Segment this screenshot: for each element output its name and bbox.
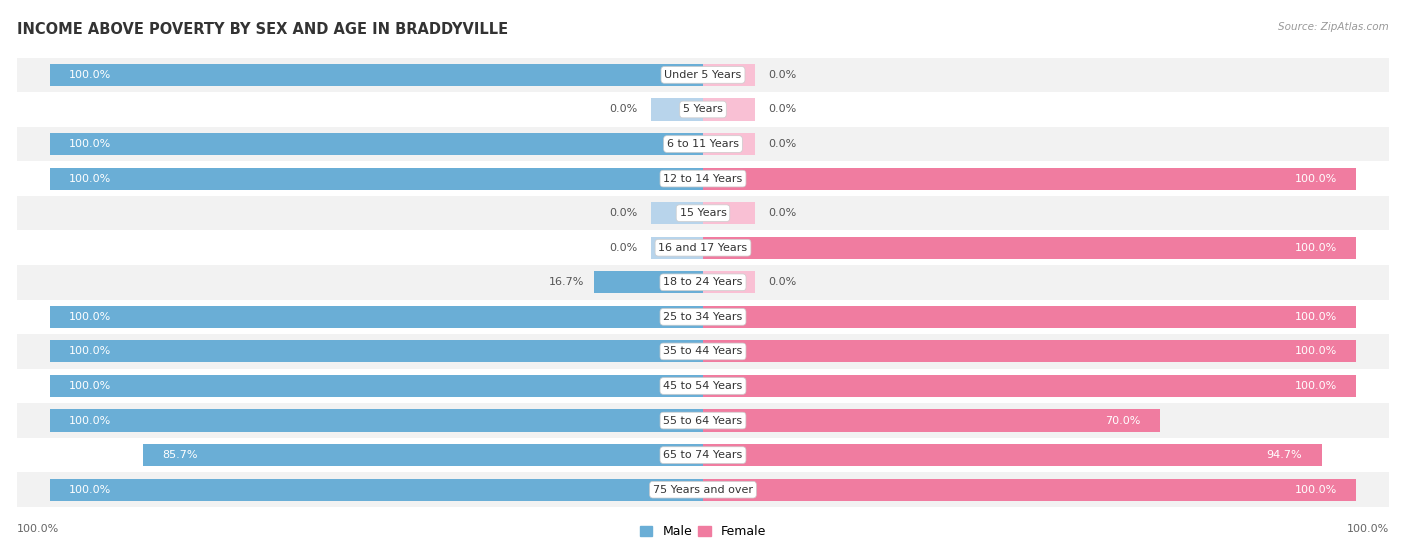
Bar: [651, 202, 703, 224]
Text: 100.0%: 100.0%: [69, 174, 111, 183]
Text: 6 to 11 Years: 6 to 11 Years: [666, 139, 740, 149]
Bar: [49, 375, 703, 397]
Bar: [17, 196, 1389, 230]
Text: 0.0%: 0.0%: [609, 105, 638, 115]
Text: 16.7%: 16.7%: [548, 277, 583, 287]
Text: 12 to 14 Years: 12 to 14 Years: [664, 174, 742, 183]
Bar: [17, 127, 1389, 162]
Bar: [17, 403, 1389, 438]
Text: 75 Years and over: 75 Years and over: [652, 485, 754, 495]
Bar: [17, 369, 1389, 403]
Text: 100.0%: 100.0%: [69, 415, 111, 425]
Bar: [17, 438, 1389, 472]
Text: 100.0%: 100.0%: [69, 381, 111, 391]
Text: Source: ZipAtlas.com: Source: ZipAtlas.com: [1278, 22, 1389, 32]
Bar: [703, 98, 755, 121]
Text: 0.0%: 0.0%: [609, 243, 638, 253]
Bar: [651, 98, 703, 121]
Text: 45 to 54 Years: 45 to 54 Years: [664, 381, 742, 391]
Bar: [49, 133, 703, 155]
Text: 100.0%: 100.0%: [1295, 174, 1337, 183]
Bar: [703, 271, 755, 293]
Bar: [703, 340, 1357, 362]
Text: 65 to 74 Years: 65 to 74 Years: [664, 450, 742, 460]
Bar: [703, 375, 1357, 397]
Bar: [17, 300, 1389, 334]
Bar: [49, 306, 703, 328]
Bar: [49, 410, 703, 432]
Bar: [703, 306, 1357, 328]
Text: 16 and 17 Years: 16 and 17 Years: [658, 243, 748, 253]
Text: Under 5 Years: Under 5 Years: [665, 70, 741, 80]
Legend: Male, Female: Male, Female: [636, 520, 770, 543]
Text: 100.0%: 100.0%: [69, 347, 111, 357]
Bar: [703, 479, 1357, 501]
Bar: [703, 133, 755, 155]
Text: 0.0%: 0.0%: [768, 208, 797, 218]
Text: 100.0%: 100.0%: [1295, 347, 1337, 357]
Text: 70.0%: 70.0%: [1105, 415, 1140, 425]
Text: 18 to 24 Years: 18 to 24 Years: [664, 277, 742, 287]
Bar: [49, 64, 703, 86]
Bar: [17, 265, 1389, 300]
Text: 55 to 64 Years: 55 to 64 Years: [664, 415, 742, 425]
Bar: [17, 472, 1389, 507]
Bar: [17, 230, 1389, 265]
Text: 100.0%: 100.0%: [1295, 381, 1337, 391]
Text: 0.0%: 0.0%: [609, 208, 638, 218]
Bar: [49, 340, 703, 362]
Bar: [703, 168, 1357, 190]
Text: 35 to 44 Years: 35 to 44 Years: [664, 347, 742, 357]
Bar: [49, 168, 703, 190]
Bar: [17, 162, 1389, 196]
Bar: [143, 444, 703, 466]
Bar: [703, 410, 1160, 432]
Bar: [593, 271, 703, 293]
Text: 85.7%: 85.7%: [163, 450, 198, 460]
Bar: [703, 202, 755, 224]
Text: 15 Years: 15 Years: [679, 208, 727, 218]
Text: 100.0%: 100.0%: [1295, 243, 1337, 253]
Text: 100.0%: 100.0%: [1295, 312, 1337, 322]
Text: 100.0%: 100.0%: [69, 312, 111, 322]
Text: 25 to 34 Years: 25 to 34 Years: [664, 312, 742, 322]
Text: 100.0%: 100.0%: [1347, 524, 1389, 534]
Text: 0.0%: 0.0%: [768, 139, 797, 149]
Bar: [49, 479, 703, 501]
Text: 100.0%: 100.0%: [69, 139, 111, 149]
Bar: [17, 334, 1389, 369]
Text: 5 Years: 5 Years: [683, 105, 723, 115]
Text: 94.7%: 94.7%: [1267, 450, 1302, 460]
Bar: [651, 236, 703, 259]
Bar: [17, 58, 1389, 92]
Text: 100.0%: 100.0%: [1295, 485, 1337, 495]
Text: 0.0%: 0.0%: [768, 70, 797, 80]
Bar: [703, 236, 1357, 259]
Text: 0.0%: 0.0%: [768, 105, 797, 115]
Text: INCOME ABOVE POVERTY BY SEX AND AGE IN BRADDYVILLE: INCOME ABOVE POVERTY BY SEX AND AGE IN B…: [17, 22, 508, 37]
Text: 0.0%: 0.0%: [768, 277, 797, 287]
Bar: [17, 92, 1389, 127]
Text: 100.0%: 100.0%: [17, 524, 59, 534]
Text: 100.0%: 100.0%: [69, 485, 111, 495]
Bar: [703, 444, 1322, 466]
Bar: [703, 64, 755, 86]
Text: 100.0%: 100.0%: [69, 70, 111, 80]
